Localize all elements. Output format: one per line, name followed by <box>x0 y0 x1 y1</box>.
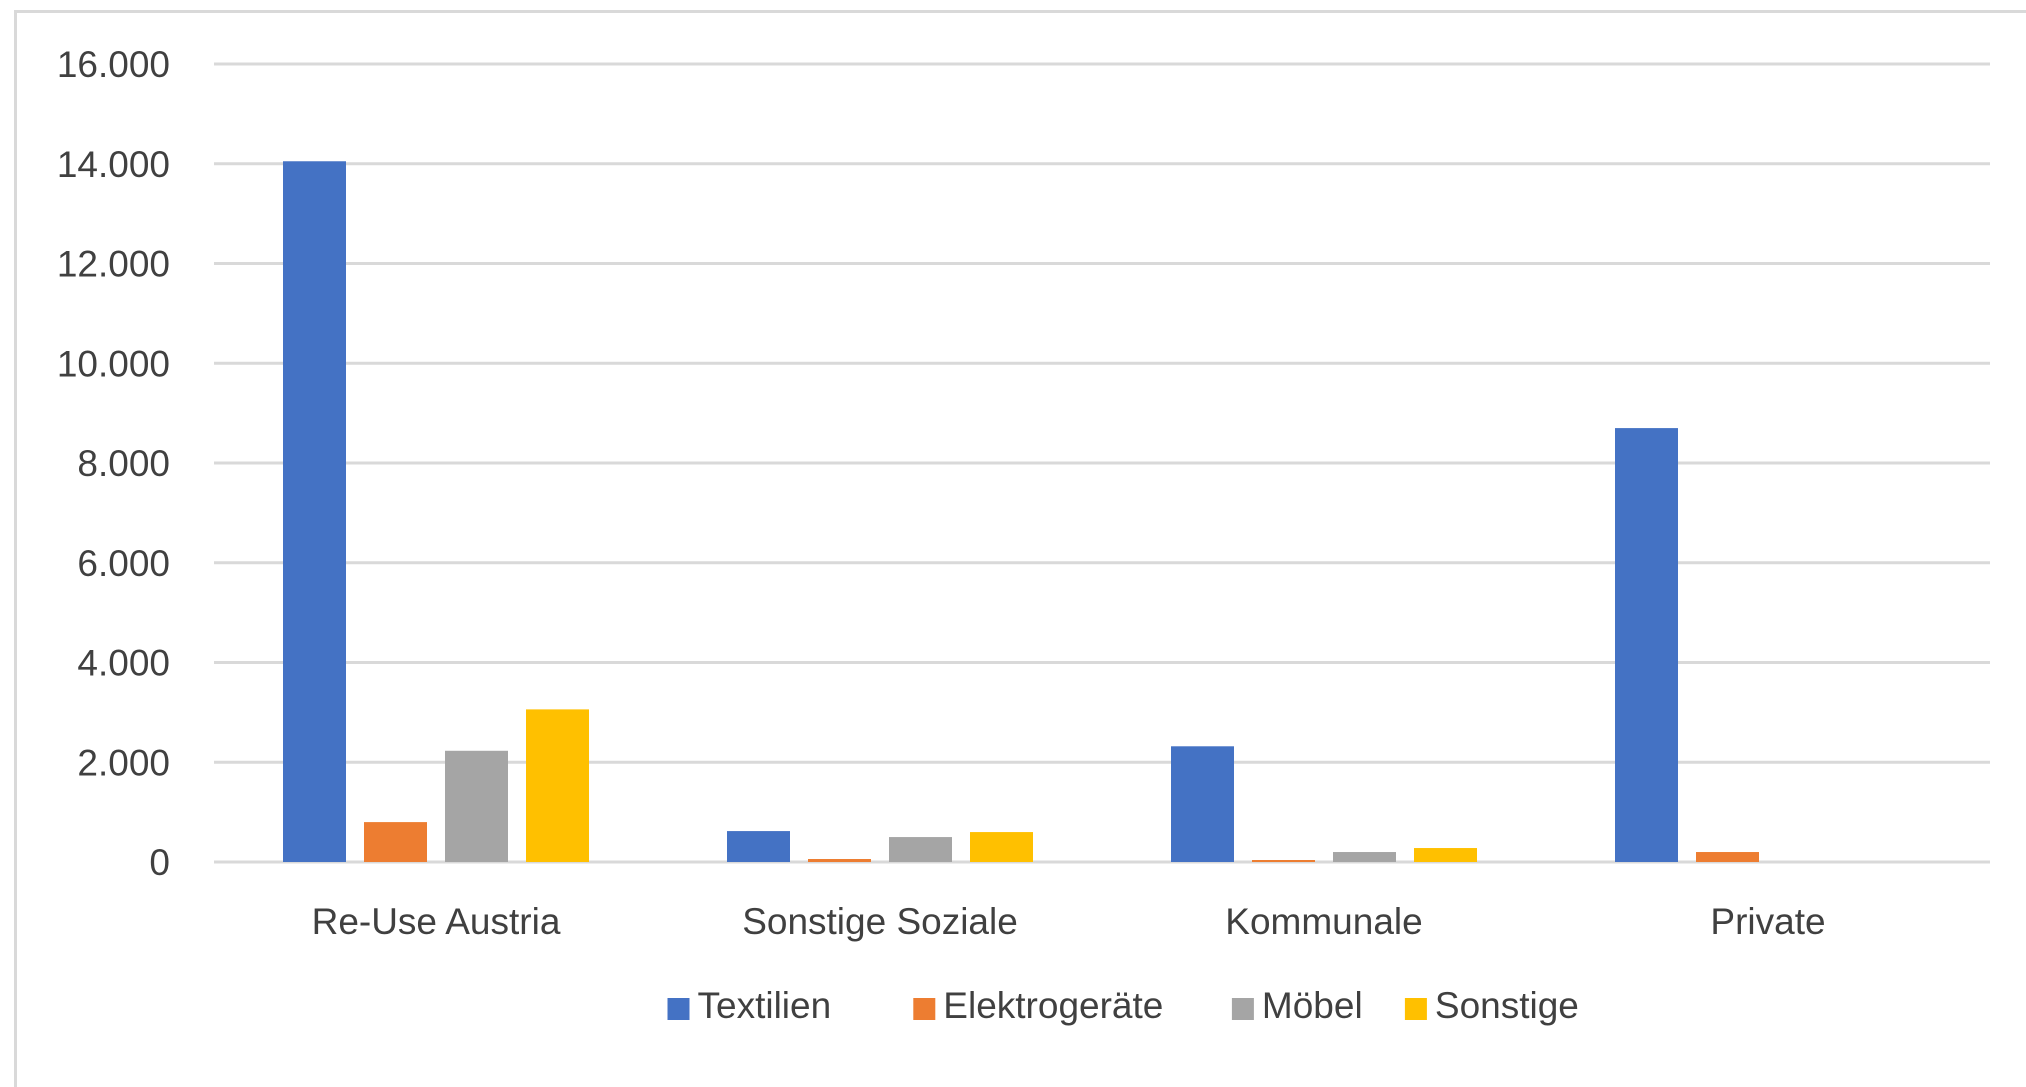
legend-swatch <box>667 998 690 1020</box>
legend-label: Möbel <box>1262 985 1363 1026</box>
category-label: Kommunale <box>1225 901 1422 942</box>
legend-label: Elektrogeräte <box>943 985 1163 1026</box>
bar <box>970 832 1033 862</box>
bar <box>1696 852 1759 862</box>
bar <box>445 750 508 862</box>
y-tick-label: 0 <box>149 842 170 883</box>
y-tick-label: 6.000 <box>77 543 170 584</box>
bar <box>1252 860 1315 862</box>
legend-swatch <box>1231 998 1254 1020</box>
bar <box>1414 848 1477 862</box>
y-tick-label: 12.000 <box>57 244 170 285</box>
y-tick-label: 10.000 <box>57 343 170 384</box>
legend-swatch <box>1404 998 1427 1020</box>
bar <box>1333 852 1396 862</box>
bar <box>364 822 427 862</box>
y-tick-label: 8.000 <box>77 443 170 484</box>
y-tick-label: 4.000 <box>77 643 170 684</box>
bar <box>1615 428 1678 862</box>
bar <box>1171 746 1234 862</box>
legend-swatch <box>913 998 936 1020</box>
category-label: Sonstige Soziale <box>742 901 1018 942</box>
bar <box>808 859 871 862</box>
y-tick-label: 16.000 <box>57 44 170 85</box>
bar <box>283 161 346 863</box>
category-label: Private <box>1710 901 1825 942</box>
category-label: Re-Use Austria <box>312 901 561 942</box>
legend-label: Sonstige <box>1435 985 1579 1026</box>
chart-frame <box>14 10 2026 1087</box>
bar <box>727 831 790 862</box>
y-tick-label: 2.000 <box>77 742 170 783</box>
bar <box>889 837 952 862</box>
bar <box>526 709 589 862</box>
y-tick-label: 14.000 <box>57 144 170 185</box>
legend-label: Textilien <box>698 985 832 1026</box>
